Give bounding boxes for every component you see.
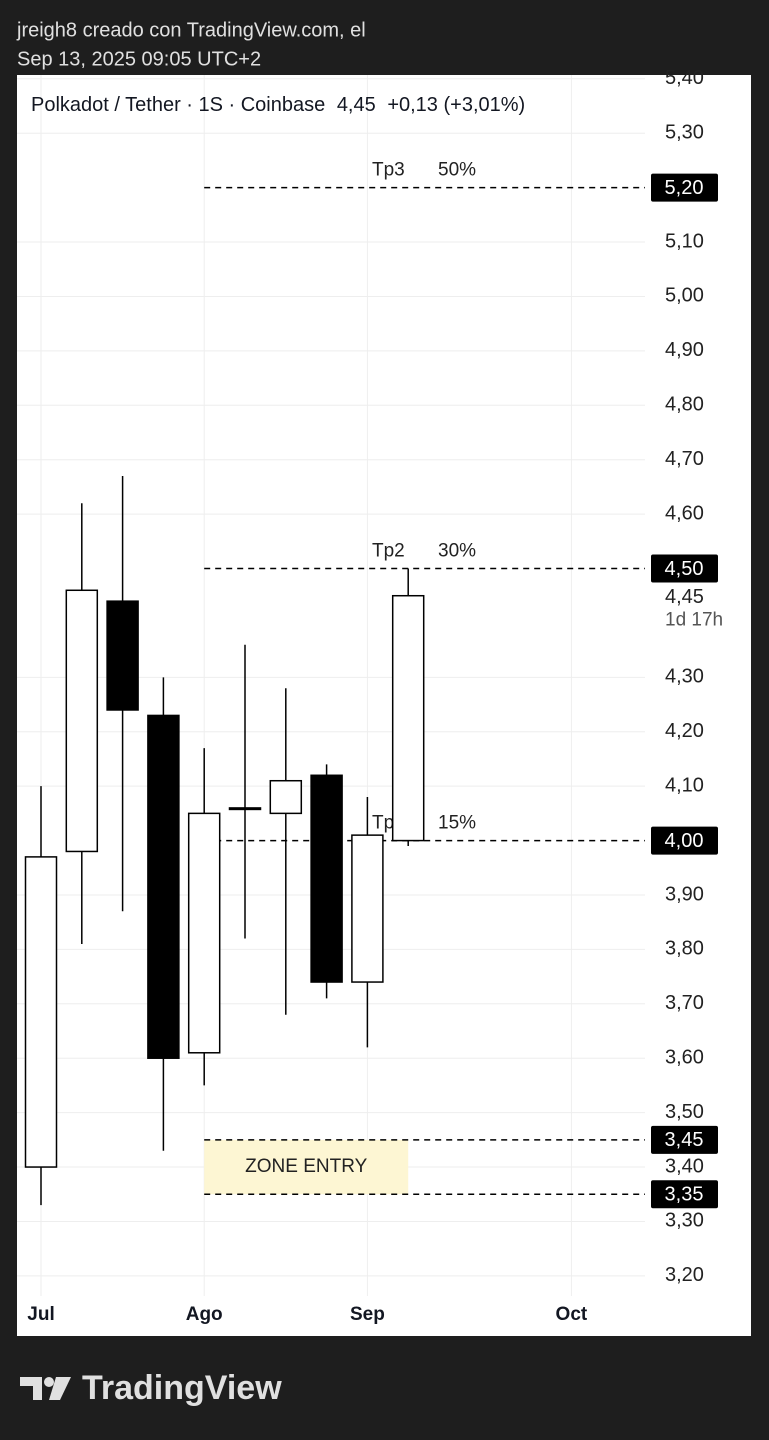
countdown: 1d 17h bbox=[665, 610, 723, 631]
y-tick-label: 4,70 bbox=[665, 448, 704, 470]
candle-body bbox=[24, 856, 58, 1168]
candle-body bbox=[147, 714, 180, 1059]
level-percent: 15% bbox=[438, 813, 476, 834]
candle-body bbox=[228, 807, 262, 811]
header-line: Sep 13, 2025 09:05 UTC+2 bbox=[17, 48, 261, 70]
price-tag bbox=[651, 1180, 718, 1209]
candle-body bbox=[391, 594, 425, 842]
zone bbox=[204, 1139, 409, 1195]
price-tag-label: 4,00 bbox=[665, 830, 704, 852]
price-tag-label: 3,45 bbox=[665, 1129, 704, 1151]
price-tag-label: 5,20 bbox=[665, 177, 704, 199]
zone-label: ZONE ENTRY bbox=[245, 1156, 367, 1177]
y-tick-label: 4,20 bbox=[665, 720, 704, 742]
candle-body bbox=[65, 589, 99, 853]
current-price: 4,45 bbox=[665, 586, 704, 608]
y-tick-label: 3,50 bbox=[665, 1101, 704, 1123]
brand-logo bbox=[20, 1377, 71, 1400]
level-percent: 50% bbox=[438, 160, 476, 181]
price-tag bbox=[651, 826, 718, 855]
price-tag bbox=[651, 173, 718, 202]
logo-shape bbox=[49, 1377, 71, 1400]
symbol: Polkadot / Tether · 1S · Coinbase bbox=[31, 94, 325, 116]
y-tick-label: 3,90 bbox=[665, 883, 704, 905]
y-tick-label: 3,20 bbox=[665, 1264, 704, 1286]
candle-body bbox=[310, 774, 343, 983]
y-tick-label: 3,70 bbox=[665, 992, 704, 1014]
change: +0,13 (+3,01%) bbox=[387, 94, 525, 116]
y-tick-label: 3,60 bbox=[665, 1047, 704, 1069]
y-tick-label: 4,80 bbox=[665, 394, 704, 416]
price-tag bbox=[651, 554, 718, 583]
y-tick-label: 4,30 bbox=[665, 666, 704, 688]
price-tag-label: 4,50 bbox=[665, 558, 704, 580]
candle-body bbox=[187, 812, 221, 1054]
level-percent: 30% bbox=[438, 541, 476, 562]
x-tick-label: Oct bbox=[556, 1304, 588, 1325]
y-tick-label: 3,40 bbox=[665, 1155, 704, 1177]
y-tick-label: 5,30 bbox=[665, 122, 704, 144]
candle-body bbox=[351, 834, 384, 983]
y-tick-label: 5,40 bbox=[665, 67, 704, 89]
logo-shape bbox=[20, 1377, 42, 1400]
level-name: Tp3 bbox=[372, 160, 405, 181]
y-tick-label: 3,80 bbox=[665, 938, 704, 960]
y-tick-label: 5,00 bbox=[665, 285, 704, 307]
last-price: 4,45 bbox=[337, 94, 376, 116]
brand: TradingView bbox=[82, 1369, 282, 1407]
legend: Polkadot / Tether · 1S · Coinbase 4,45 +… bbox=[31, 94, 525, 116]
price-tag bbox=[651, 1125, 718, 1154]
chart-panel bbox=[17, 75, 751, 1336]
y-tick-label: 4,10 bbox=[665, 774, 704, 796]
x-tick-label: Sep bbox=[350, 1304, 385, 1325]
logo-shape bbox=[44, 1377, 54, 1387]
y-tick-label: 4,60 bbox=[665, 502, 704, 524]
price-tag-label: 3,35 bbox=[665, 1184, 704, 1206]
candle-body bbox=[269, 779, 303, 815]
y-tick-label: 4,90 bbox=[665, 339, 704, 361]
header-line: jreigh8 creado con TradingView.com, el bbox=[16, 19, 366, 41]
y-tick-label: 5,10 bbox=[665, 230, 704, 252]
x-tick-label: Ago bbox=[186, 1304, 223, 1325]
y-tick-label: 3,30 bbox=[665, 1210, 704, 1232]
x-tick-label: Jul bbox=[27, 1304, 54, 1325]
level-name: Tp2 bbox=[372, 541, 405, 562]
candle-body bbox=[106, 600, 139, 711]
